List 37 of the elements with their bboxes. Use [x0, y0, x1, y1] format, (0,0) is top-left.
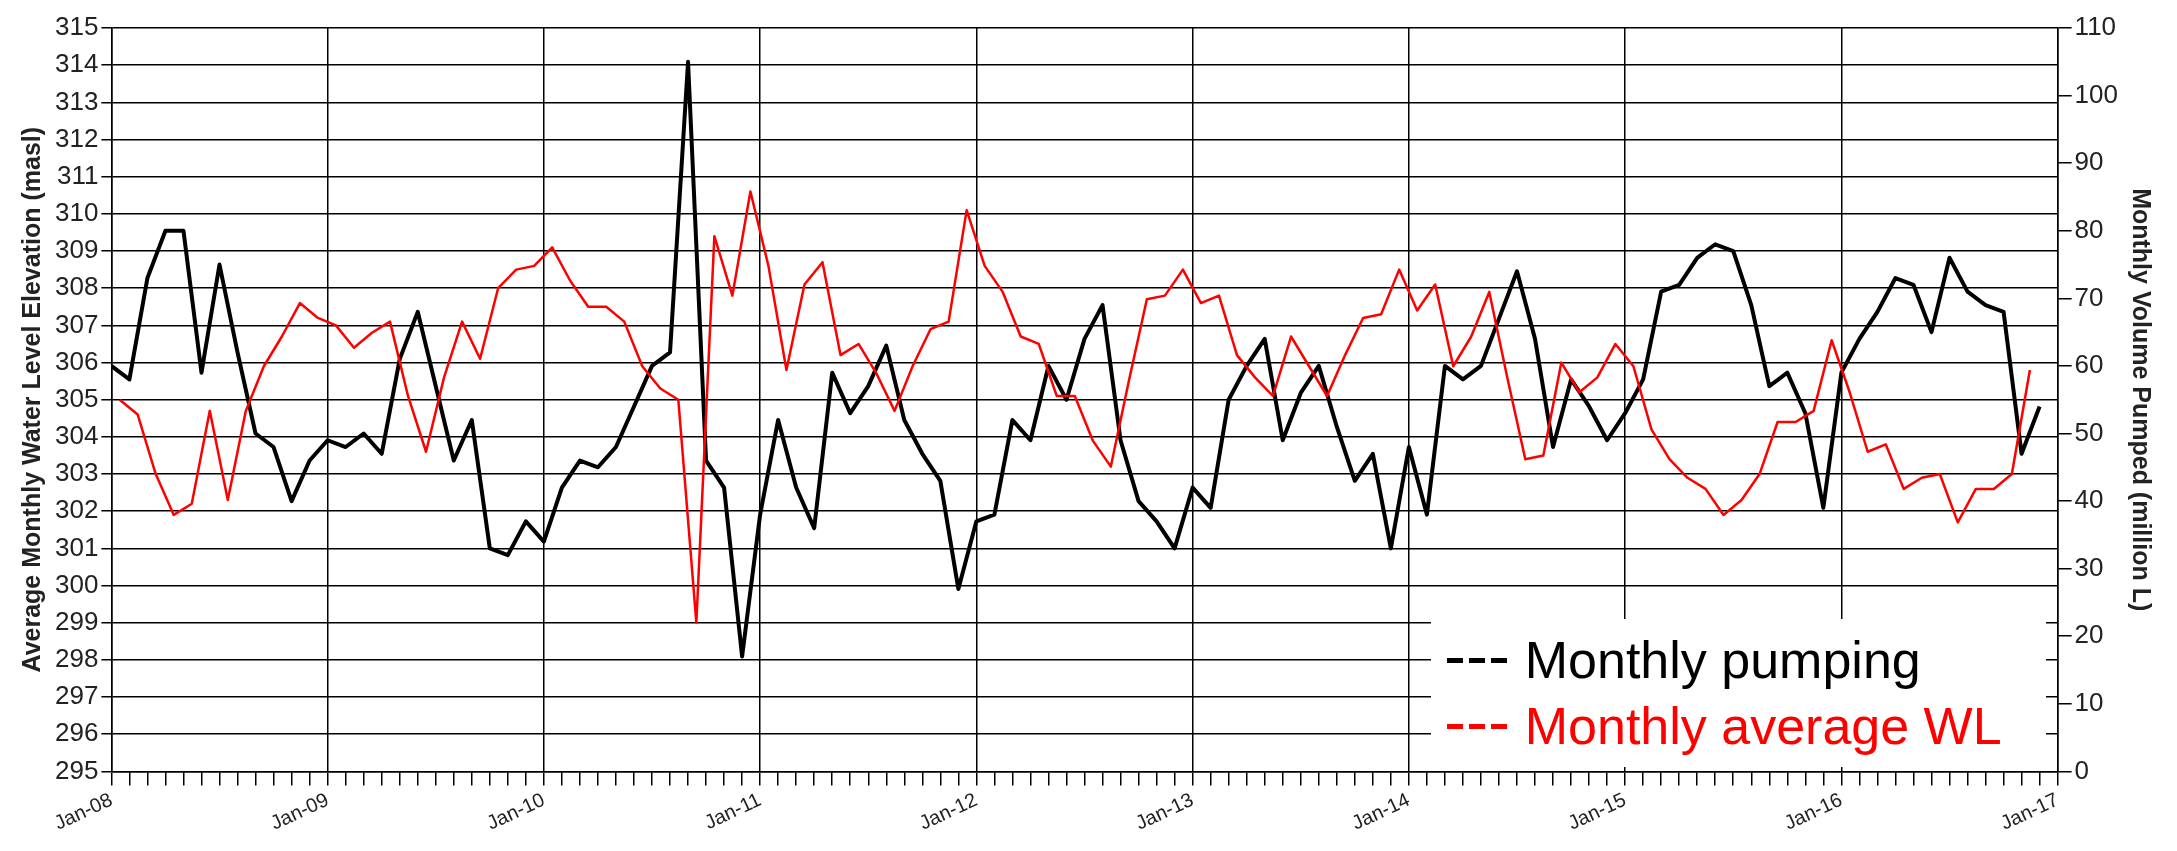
y-tick-label: 302 — [54, 494, 99, 525]
y-tick-label: 309 — [54, 234, 99, 265]
y-tick-label: 304 — [54, 420, 99, 451]
y2-tick-label: 100 — [2074, 78, 2119, 109]
y-tick-label: 305 — [54, 382, 99, 413]
y-tick-label: 307 — [54, 308, 99, 339]
y2-tick-label: 10 — [2074, 686, 2104, 717]
y2-tick-label: 80 — [2074, 213, 2104, 244]
y2-tick-label: 110 — [2074, 11, 2117, 42]
y-tick-label: 310 — [54, 197, 99, 228]
y2-tick-label: 40 — [2074, 484, 2104, 515]
y-tick-label: 300 — [54, 568, 99, 599]
y-tick-label: 306 — [54, 345, 99, 376]
y-tick-label: 298 — [54, 643, 99, 674]
y-axis-title: Average Monthly Water Level Elevation (masl) — [16, 126, 45, 673]
y-tick-label: 311 — [56, 159, 99, 190]
y-tick-label: 303 — [54, 457, 99, 488]
y-tick-label: 295 — [54, 754, 99, 785]
y-tick-label: 296 — [54, 717, 99, 748]
y2-tick-label: 70 — [2074, 281, 2104, 312]
y2-tick-label: 30 — [2074, 551, 2104, 582]
y-tick-label: 301 — [54, 531, 99, 562]
y2-tick-label: 90 — [2074, 146, 2104, 177]
y2-tick-label: 60 — [2074, 349, 2104, 380]
y-tick-label: 315 — [54, 11, 99, 42]
y-tick-label: 297 — [54, 680, 99, 711]
y-tick-label: 308 — [54, 271, 99, 302]
y2-tick-label: 0 — [2074, 754, 2090, 785]
y2-axis-title: Monthly Volume Pumped (million L) — [2128, 188, 2157, 612]
y-tick-label: 299 — [54, 605, 99, 636]
y-tick-label: 313 — [54, 85, 99, 116]
y-tick-label: 314 — [54, 48, 99, 79]
legend-label: Monthly average WL — [1524, 696, 2002, 758]
y2-tick-label: 20 — [2074, 619, 2104, 650]
legend-label: Monthly pumping — [1524, 630, 1921, 692]
y-tick-label: 312 — [54, 122, 99, 153]
y2-tick-label: 50 — [2074, 416, 2104, 447]
